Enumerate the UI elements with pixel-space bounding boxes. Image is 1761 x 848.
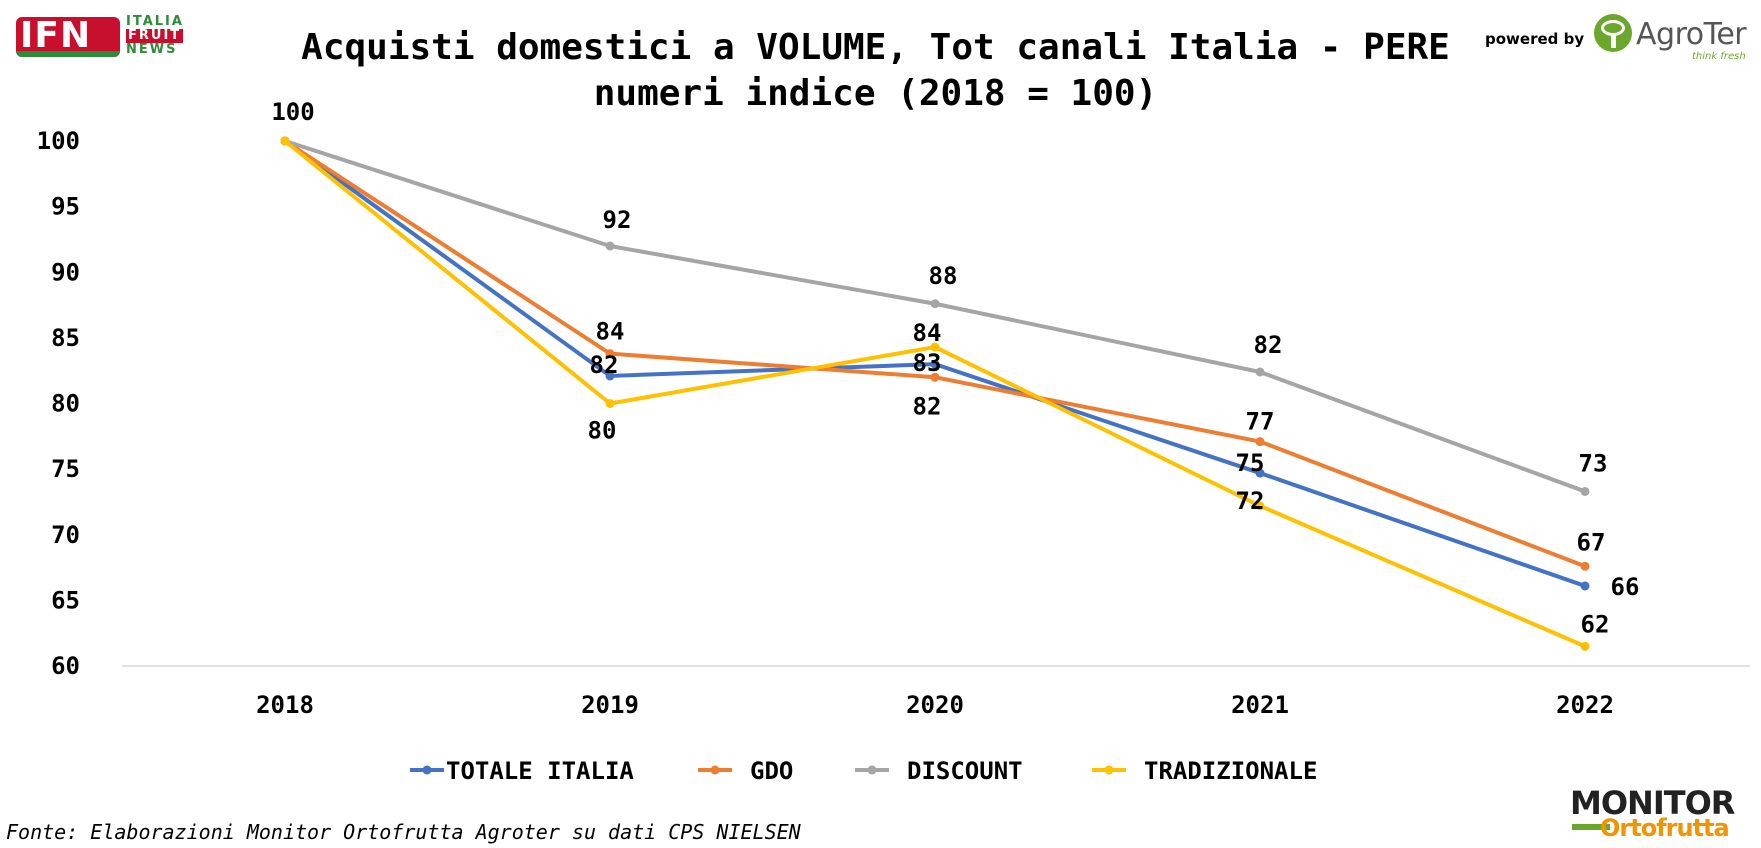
ifn-logo-word-italia: ITALIA [126,14,184,29]
data-point [280,136,290,146]
data-point [605,371,615,381]
x-tick-label: 2020 [906,691,964,719]
data-point [605,399,615,408]
data-point [1255,367,1265,377]
y-tick-label: 70 [51,521,80,549]
agroter-logo-name: AgroTer [1636,17,1747,52]
legend-label: GDO [750,757,793,785]
data-point [1255,501,1265,511]
y-tick-label: 95 [51,193,80,221]
data-label: 77 [1246,408,1275,436]
legend-swatch-marker [1104,765,1114,775]
data-label: 84 [913,319,942,347]
data-label: 66 [1611,573,1640,601]
monitor-logo-word: MONITOR [1570,784,1735,822]
x-tick-label: 2019 [581,691,639,719]
data-label: 72 [1236,487,1265,515]
ifn-logo-words: ITALIA FRUIT NEWS [126,15,192,57]
line-chart: 60 65 70 75 80 85 90 95 100 2018 2019 2020 2021 2022 8… [37,98,1750,785]
legend-swatch-marker [867,765,877,775]
data-point [1255,437,1265,447]
agroter-logo-tagline: think fresh [1692,51,1746,62]
legend-label: TRADIZIONALE [1144,757,1317,785]
monitor-logo-bar [1572,824,1610,830]
data-label: 75 [1236,449,1265,477]
chart-title: Acquisti domestici a VOLUME, Tot canali … [301,27,1450,68]
monitor-logo-subword: Ortofrutta [1600,814,1730,842]
legend-swatch-marker [422,765,432,775]
source-note: Fonte: Elaborazioni Monitor Ortofrutta A… [6,820,801,844]
y-tick-label: 80 [51,390,80,418]
data-point [930,372,940,382]
ifn-logo-word-fruit: FRUIT [126,28,184,43]
data-label: 80 [588,417,617,445]
ifn-logo-word-news: NEWS [126,42,178,57]
ifn-logo-badge: IFN [16,17,120,57]
y-tick-label: 75 [51,455,80,483]
data-point [1580,641,1590,651]
data-point [605,349,615,359]
legend-label: DISCOUNT [907,757,1023,785]
data-label: 82 [1254,331,1283,359]
data-label: 100 [271,98,314,126]
chart-subtitle: numeri indice (2018 = 100) [593,73,1158,114]
data-label: 82 [913,392,942,420]
x-tick-label: 2021 [1231,691,1289,719]
ifn-logo: IFN ITALIA FRUIT NEWS [16,15,194,63]
data-point [1580,486,1590,496]
data-label: 67 [1577,528,1606,556]
data-point [930,359,940,369]
data-label: 73 [1579,449,1608,477]
legend-swatch-marker [710,765,720,775]
data-point [930,299,940,309]
data-point [605,241,615,251]
data-label: 88 [929,262,958,290]
y-tick-label: 90 [51,258,80,286]
data-point [1580,581,1590,591]
y-tick-label: 100 [37,127,80,155]
x-tick-label: 2018 [256,691,314,719]
data-point [1255,468,1265,478]
series-line [284,139,1586,494]
ifn-logo-letters: IFN [20,17,92,56]
data-label: 84 [596,318,625,346]
data-point [930,342,940,352]
x-tick-label: 2022 [1556,691,1614,719]
data-label: 92 [603,206,632,234]
legend-label: TOTALE ITALIA [446,757,634,785]
data-point [1580,561,1590,571]
y-tick-label: 85 [51,324,80,352]
agroter-logo: AgroTer think fresh [1594,14,1754,62]
data-label: 62 [1581,610,1610,638]
data-label: 82 [590,351,619,379]
powered-by-label: powered by [1485,30,1585,48]
y-tick-label: 65 [51,586,80,614]
monitor-ortofrutta-logo: MONITOR Ortofrutta [1570,784,1756,846]
tree-icon [1594,14,1632,52]
y-tick-label: 60 [51,652,80,680]
data-label: 83 [913,349,942,377]
